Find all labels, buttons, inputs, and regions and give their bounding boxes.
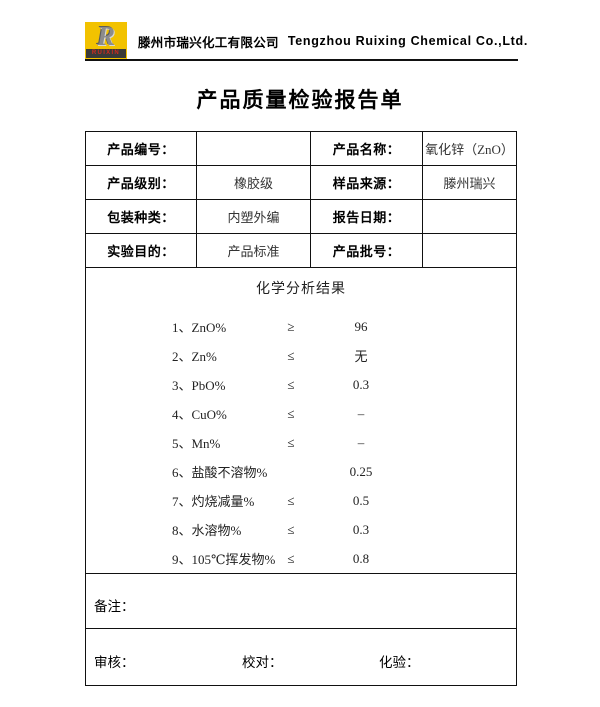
company-logo: R RUIXIN: [85, 22, 127, 60]
table-row: 实验目的： 产品标准 产品批号：: [85, 233, 517, 268]
table-row: 产品编号： 产品名称： 氧化锌（ZnO）: [85, 131, 517, 166]
field-label-product-grade: 产品级别：: [85, 165, 197, 200]
chem-item-value: 0.3: [352, 376, 370, 392]
chem-item-value: 0.25: [349, 463, 373, 479]
signature-label-assay[interactable]: 化验：: [379, 655, 420, 670]
header-divider: [85, 59, 518, 61]
logo-r-mark: R: [96, 22, 115, 51]
table-row: 包装种类： 内塑外编 报告日期：: [85, 199, 517, 234]
chemical-analysis-row: 化学分析结果 1、ZnO% ≥ 96 2、Zn% ≤ 无: [85, 267, 517, 574]
field-value-product-grade[interactable]: 橡胶级: [196, 165, 311, 200]
chem-item-operator: ≤: [287, 376, 295, 392]
chem-item-operator: ≤: [287, 521, 295, 537]
field-label-product-code: 产品编号：: [85, 131, 197, 166]
field-value-product-name[interactable]: 氧化锌（ZnO）: [422, 131, 517, 166]
field-label-product-name: 产品名称：: [310, 131, 423, 166]
chem-item-value: 0.8: [352, 550, 370, 566]
list-item: 1、ZnO% ≥ 96: [86, 312, 516, 341]
field-value-test-purpose[interactable]: 产品标准: [196, 233, 311, 268]
chem-item-name: 9、105℃挥发物%: [172, 552, 276, 567]
field-label-report-date: 报告日期：: [310, 199, 423, 234]
chem-item-name: 2、Zn%: [172, 349, 217, 364]
chem-item-operator: ≤: [287, 492, 295, 508]
list-item: 8、水溶物% ≤ 0.3: [86, 515, 516, 544]
chem-item-operator: ≤: [287, 434, 295, 450]
list-item: 4、CuO% ≤ –: [86, 399, 516, 428]
chem-item-operator: ≤: [287, 550, 295, 566]
chemical-analysis-cell: 化学分析结果 1、ZnO% ≥ 96 2、Zn% ≤ 无: [85, 267, 517, 574]
list-item: 6、盐酸不溶物% 0.25: [86, 457, 516, 486]
field-label-sample-source: 样品来源：: [310, 165, 423, 200]
list-item: 5、Mn% ≤ –: [86, 428, 516, 457]
signature-row: 审核： 校对： 化验：: [85, 628, 517, 686]
signature-group: 审核： 校对： 化验：: [86, 643, 516, 671]
chem-item-value: 0.3: [352, 521, 370, 537]
chem-item-name: 1、ZnO%: [172, 320, 227, 335]
list-item: 2、Zn% ≤ 无: [86, 341, 516, 370]
company-name-en: Tengzhou Ruixing Chemical Co.,Ltd.: [287, 34, 529, 48]
logo-wordmark: RUIXIN: [86, 49, 126, 58]
chem-item-name: 7、灼烧减量%: [172, 494, 255, 509]
remark-row: 备注：: [85, 573, 517, 629]
list-item: 7、灼烧减量% ≤ 0.5: [86, 486, 516, 515]
letterhead: R RUIXIN 滕州市瑞兴化工有限公司 Tengzhou Ruixing Ch…: [85, 20, 527, 62]
remark-cell[interactable]: 备注：: [85, 573, 517, 629]
chem-item-value: –: [357, 405, 365, 421]
chem-item-name: 3、PbO%: [172, 378, 226, 393]
signature-cell: 审核： 校对： 化验：: [85, 628, 517, 686]
field-label-batch-number: 产品批号：: [310, 233, 423, 268]
chem-item-value: 0.5: [352, 492, 370, 508]
chem-item-value: 96: [354, 318, 368, 334]
page-title: 产品质量检验报告单: [196, 89, 404, 112]
field-label-test-purpose: 实验目的：: [85, 233, 197, 268]
list-item: 3、PbO% ≤ 0.3: [86, 370, 516, 399]
field-value-batch-number[interactable]: [422, 233, 517, 268]
chem-item-name: 5、Mn%: [172, 436, 221, 451]
signature-label-review[interactable]: 审核：: [94, 655, 135, 670]
field-value-report-date[interactable]: [422, 199, 517, 234]
report-table: 产品编号： 产品名称： 氧化锌（ZnO） 产品级别： 橡胶级 样品来源： 滕州瑞…: [85, 131, 517, 686]
field-label-packaging-type: 包装种类：: [85, 199, 197, 234]
chemical-analysis-heading: 化学分析结果: [256, 282, 346, 297]
field-value-packaging-type[interactable]: 内塑外编: [196, 199, 311, 234]
chemical-analysis-list: 1、ZnO% ≥ 96 2、Zn% ≤ 无 3、PbO% ≤ 0.3: [86, 312, 516, 573]
chem-item-operator: ≤: [287, 347, 295, 363]
chem-item-value: 无: [354, 349, 368, 364]
chem-item-value: –: [357, 434, 365, 450]
chem-item-name: 6、盐酸不溶物%: [172, 465, 268, 480]
chem-item-operator: ≥: [287, 318, 295, 334]
field-value-product-code[interactable]: [196, 131, 311, 166]
table-row: 产品级别： 橡胶级 样品来源： 滕州瑞兴: [85, 165, 517, 200]
company-name-cn: 滕州市瑞兴化工有限公司: [138, 35, 279, 50]
signature-label-proofread[interactable]: 校对：: [242, 655, 283, 670]
list-item: 9、105℃挥发物% ≤ 0.8: [86, 544, 516, 573]
field-value-sample-source[interactable]: 滕州瑞兴: [422, 165, 517, 200]
chem-item-operator: ≤: [287, 405, 295, 421]
chem-item-name: 8、水溶物%: [172, 523, 242, 538]
remark-label: 备注：: [94, 599, 135, 614]
chem-item-name: 4、CuO%: [172, 407, 227, 422]
